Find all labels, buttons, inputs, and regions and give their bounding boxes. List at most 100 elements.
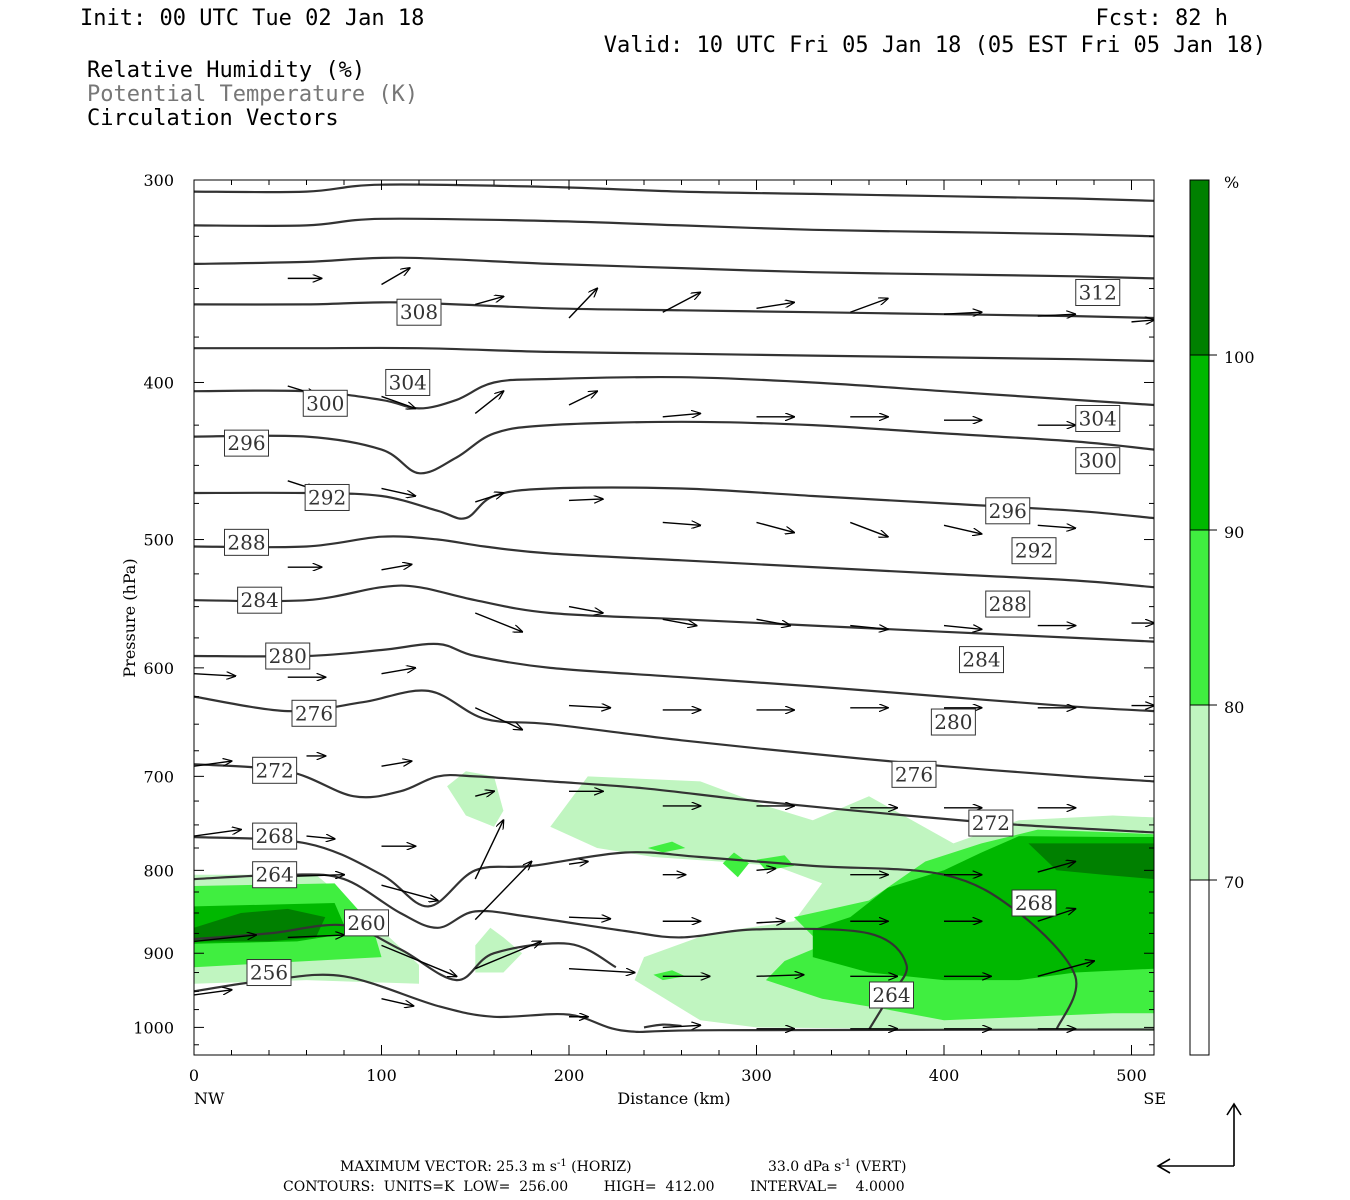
- circulation-vector: [474, 391, 503, 415]
- circulation-vector: [568, 861, 588, 864]
- svg-text:268: 268: [1015, 891, 1053, 915]
- svg-text:296: 296: [989, 499, 1027, 523]
- circulation-vector: [381, 564, 412, 571]
- plot-frame: [193, 179, 1155, 1056]
- svg-text:292: 292: [1015, 539, 1053, 563]
- theta-label-256: 256: [246, 959, 292, 987]
- circulation-vector: [474, 612, 522, 632]
- rh-shading: [194, 771, 1154, 1031]
- theta-label-280: 280: [930, 708, 976, 736]
- y-tick-label: 1000: [133, 1018, 174, 1037]
- colorbar-segment: [1190, 880, 1209, 1055]
- circulation-vector: [1131, 320, 1154, 322]
- y-tick-label: 600: [143, 659, 174, 678]
- svg-text:296: 296: [227, 431, 265, 455]
- circulation-vector: [381, 997, 414, 1006]
- x-tick-label: 0: [189, 1066, 199, 1085]
- svg-text:292: 292: [308, 485, 346, 509]
- theta-label-300: 300: [1075, 447, 1121, 475]
- x-tick-label: 300: [741, 1066, 772, 1085]
- colorbar: 70 80 90 100: [1189, 179, 1255, 1056]
- circulation-vector: [1037, 525, 1076, 528]
- theta-label-284: 284: [237, 586, 283, 614]
- svg-text:272: 272: [972, 811, 1010, 835]
- theta-label-300: 300: [302, 389, 348, 417]
- circulation-vector: [850, 298, 888, 313]
- theta-contour-288: [194, 535, 1154, 589]
- circulation-vector: [475, 791, 494, 796]
- theta-label-276: 276: [891, 760, 937, 788]
- theta-label-276: 276: [291, 699, 337, 727]
- circulation-vector: [381, 761, 412, 767]
- circulation-vector: [381, 268, 410, 286]
- theta-label-264: 264: [252, 861, 298, 889]
- forecast-hour-label: Fcst: 82 h: [1096, 6, 1228, 31]
- circulation-vector: [756, 975, 804, 977]
- theta-contour-280: [194, 642, 1154, 713]
- theta-contour-260: [194, 923, 617, 982]
- contours-info-text: CONTOURS: UNITS=K LOW= 256.00 HIGH= 412.…: [283, 1179, 905, 1195]
- circulation-vector: [475, 296, 503, 306]
- svg-text:276: 276: [895, 762, 933, 786]
- svg-text:260: 260: [347, 911, 385, 935]
- svg-text:308: 308: [400, 300, 438, 324]
- theta-label-296: 296: [985, 497, 1031, 525]
- circulation-vector: [568, 706, 610, 708]
- x-tick-label: 100: [366, 1066, 397, 1085]
- circulation-vector: [1037, 314, 1076, 316]
- max-vector-text: MAXIMUM VECTOR: 25.3 m s-1 (HORIZ) 33.0 d…: [340, 1158, 906, 1175]
- y-tick-label: 800: [143, 861, 174, 880]
- circulation-vector: [662, 522, 701, 525]
- theta-contour-264: [643, 1023, 682, 1029]
- y-tick-label: 400: [143, 373, 174, 392]
- svg-text:304: 304: [1079, 406, 1117, 430]
- field-theta-label: Potential Temperature (K): [87, 82, 418, 107]
- theta-label-304: 304: [1075, 404, 1121, 432]
- field-rh-label: Relative Humidity (%): [87, 58, 365, 83]
- circulation-vector: [474, 820, 503, 880]
- valid-time-label: Valid: 10 UTC Fri 05 Jan 18 (05 EST Fri …: [604, 33, 1266, 58]
- theta-label-272: 272: [252, 756, 298, 784]
- circulation-vector: [568, 288, 597, 319]
- theta-contour-316: [194, 217, 1154, 238]
- svg-text:300: 300: [1079, 449, 1117, 473]
- y-tick-label: 700: [143, 767, 174, 786]
- svg-text:288: 288: [989, 592, 1027, 616]
- theta-contour-300: [194, 375, 1154, 410]
- circulation-vector: [756, 869, 776, 871]
- theta-label-268: 268: [1011, 889, 1057, 917]
- field-vectors-label: Circulation Vectors: [87, 106, 339, 131]
- y-tick-label: 300: [143, 171, 174, 190]
- colorbar-segment: [1190, 180, 1209, 355]
- theta-label-296: 296: [224, 429, 269, 457]
- theta-label-288: 288: [224, 528, 269, 556]
- x-tick-label: 500: [1116, 1066, 1147, 1085]
- svg-text:284: 284: [241, 588, 279, 612]
- circulation-vector: [306, 836, 335, 839]
- rh-region-70: [447, 771, 504, 827]
- svg-text:264: 264: [256, 863, 294, 887]
- theta-contour-308: [194, 301, 1154, 320]
- circulation-vector: [287, 935, 344, 937]
- circulation-vector: [381, 487, 416, 496]
- colorbar-level-label: 70: [1224, 873, 1244, 892]
- theta-contour-264: [194, 873, 908, 1031]
- circulation-vector: [943, 626, 982, 630]
- circulation-vector: [381, 668, 416, 675]
- circulation-vector: [662, 618, 697, 625]
- theta-label-304: 304: [385, 368, 431, 396]
- y-axis-title: Pressure (hPa): [120, 558, 139, 677]
- circulation-vector: [381, 944, 457, 976]
- circulation-vector: [474, 941, 541, 970]
- circulation-vector: [1037, 861, 1076, 873]
- circulation-vector: [943, 524, 982, 534]
- circulation-vector: [756, 521, 795, 532]
- circulation-vector: [194, 830, 241, 837]
- theta-contour-320: [194, 183, 1154, 202]
- svg-text:272: 272: [256, 758, 294, 782]
- svg-text:280: 280: [269, 644, 307, 668]
- circulation-vector: [568, 969, 635, 973]
- colorbar-level-label: 100: [1224, 348, 1255, 367]
- theta-contour-284: [194, 584, 1154, 643]
- colorbar-level-label: 80: [1224, 698, 1244, 717]
